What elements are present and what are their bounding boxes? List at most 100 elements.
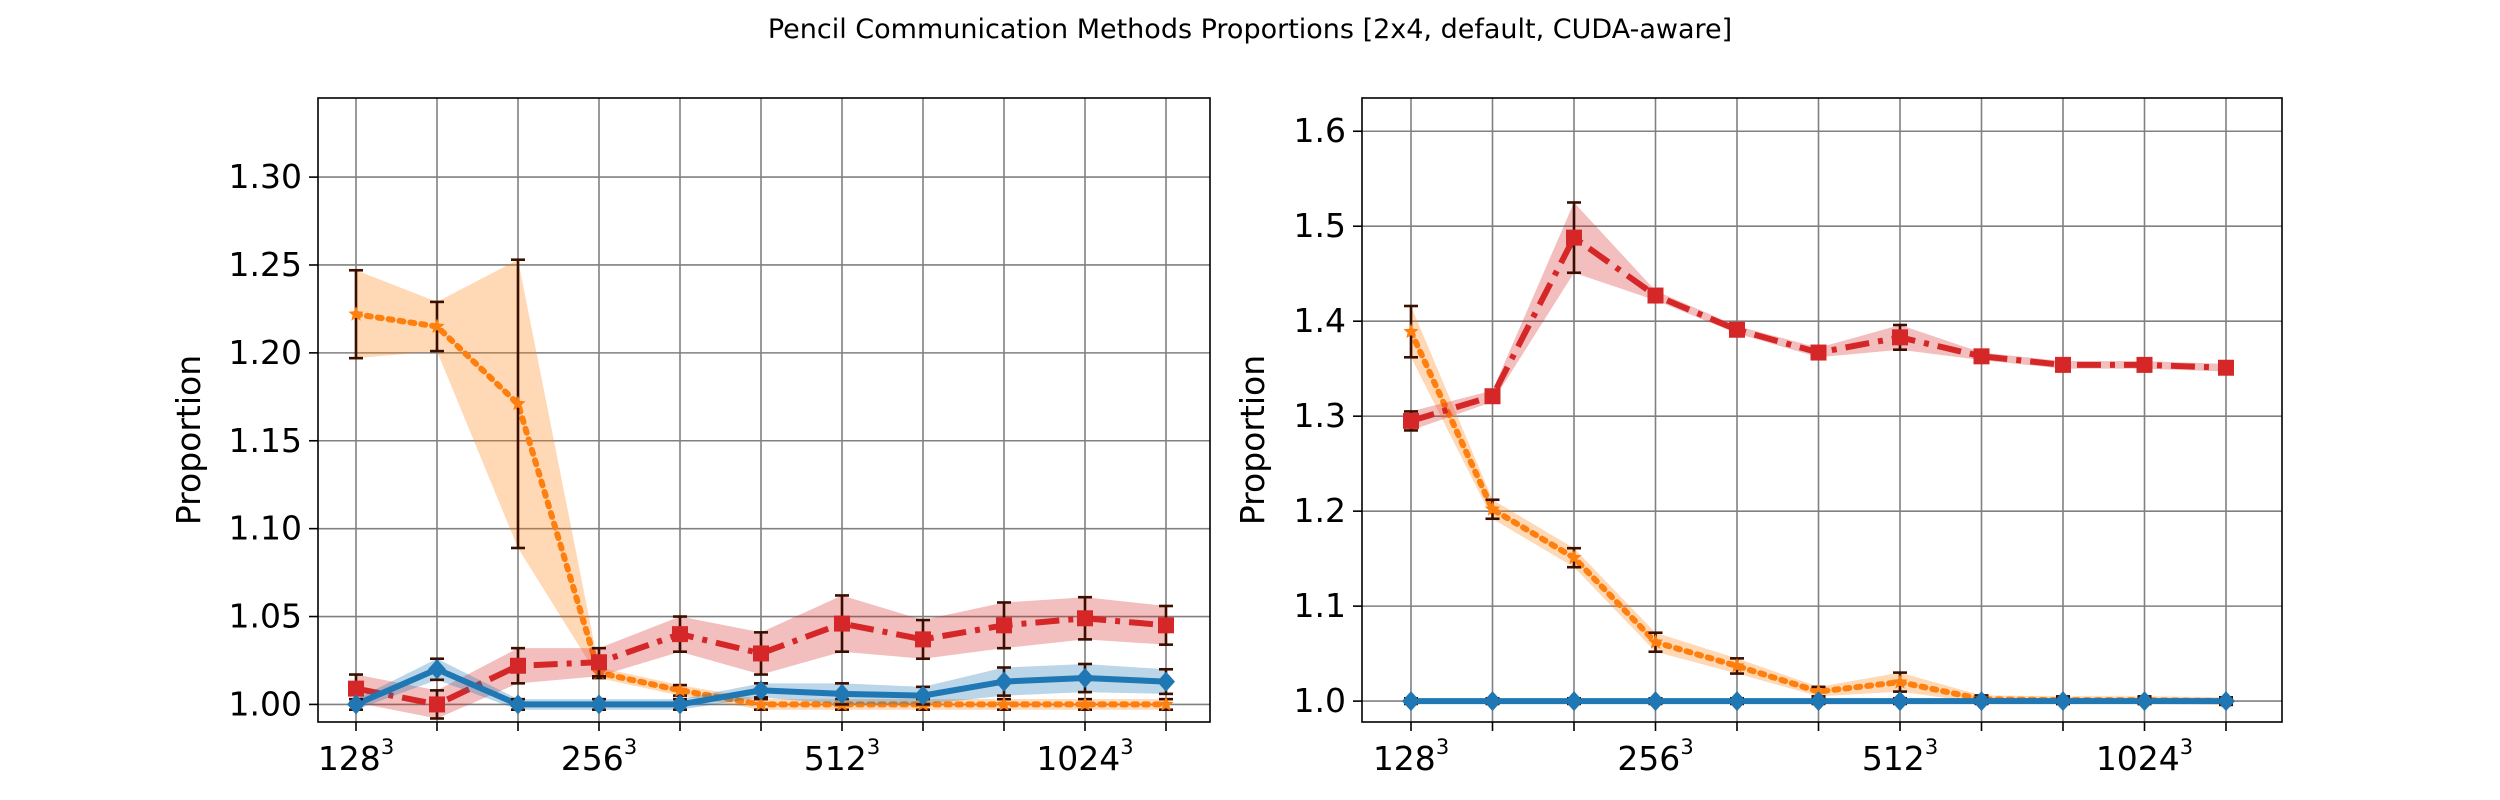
data-point	[671, 694, 689, 715]
x-tick-base: 256	[1617, 739, 1680, 778]
y-tick-label: 1.30	[229, 157, 302, 196]
plot-frame	[317, 97, 1211, 723]
x-tick-exponent: 3	[381, 735, 394, 759]
data-point	[429, 696, 445, 713]
series-blue	[1402, 691, 2235, 712]
data-point	[1402, 691, 1420, 712]
y-tick-label: 1.3	[1294, 396, 1346, 435]
x-tick-label: 1283	[1373, 735, 1449, 778]
data-point	[1077, 696, 1093, 711]
x-tick-base: 512	[1862, 739, 1925, 778]
data-point	[996, 617, 1012, 634]
x-tick-base: 512	[804, 739, 867, 778]
series-red	[1403, 201, 2234, 432]
data-point	[1403, 412, 1419, 429]
y-tick-label: 1.0	[1294, 681, 1346, 720]
plot-frame	[1361, 97, 2283, 723]
data-point	[429, 318, 445, 333]
data-point	[2135, 691, 2154, 712]
data-point	[995, 671, 1013, 692]
data-point	[1158, 617, 1174, 634]
data-point	[2054, 691, 2072, 712]
data-point	[1728, 691, 1746, 712]
x-tick-label: 5123	[1862, 735, 1938, 778]
data-point	[2136, 356, 2153, 373]
x-tick-exponent: 3	[624, 735, 637, 759]
data-point	[348, 680, 364, 697]
data-point	[672, 682, 688, 697]
x-tick-label: 5123	[804, 735, 880, 778]
y-tick-label: 1.25	[229, 245, 302, 284]
data-point	[1810, 683, 1827, 699]
x-tick-label: 2563	[1617, 735, 1693, 778]
y-tick-label: 1.2	[1294, 491, 1346, 530]
data-point	[672, 626, 688, 643]
data-point	[1484, 388, 1501, 405]
x-tick-exponent: 3	[867, 735, 880, 759]
x-tick-base: 1024	[1036, 739, 1120, 778]
data-point	[1483, 691, 1502, 712]
data-point	[428, 659, 446, 680]
data-point	[1891, 691, 1909, 712]
data-point	[1484, 501, 1501, 516]
data-point	[1973, 348, 1990, 365]
data-point	[1892, 674, 1908, 689]
series-red	[348, 594, 1174, 720]
data-point	[510, 395, 526, 411]
x-tick-exponent: 3	[1925, 735, 1938, 759]
data-point	[1157, 671, 1175, 692]
data-point	[509, 694, 527, 715]
y-tick-label: 1.20	[229, 333, 302, 372]
x-tick-exponent: 3	[1120, 735, 1133, 759]
data-point	[915, 631, 931, 648]
confidence-band	[1411, 202, 2226, 431]
x-tick-exponent: 3	[1680, 735, 1693, 759]
data-point	[752, 680, 770, 701]
x-tick-label: 10243	[2096, 735, 2193, 778]
data-point	[1566, 549, 1582, 565]
data-point	[1810, 344, 1827, 361]
data-point	[1566, 229, 1582, 246]
data-point	[1646, 691, 1665, 712]
data-point	[510, 657, 526, 674]
data-point	[1809, 691, 1828, 712]
y-tick-label: 1.5	[1294, 206, 1346, 245]
data-point	[1077, 610, 1093, 627]
confidence-band	[356, 259, 1166, 710]
data-point	[1076, 668, 1094, 689]
data-point	[1565, 691, 1583, 712]
data-point	[1158, 696, 1174, 711]
data-point	[1647, 634, 1664, 649]
x-tick-label: 2563	[561, 735, 637, 778]
y-tick-label: 1.05	[229, 597, 302, 636]
x-tick-exponent: 3	[2180, 735, 2193, 759]
data-point	[1972, 691, 1991, 712]
data-point	[1647, 287, 1664, 304]
y-tick-label: 1.15	[229, 421, 302, 460]
y-tick-label: 1.10	[229, 509, 302, 548]
series-blue	[347, 657, 1175, 715]
data-point	[348, 306, 364, 321]
data-point	[833, 683, 851, 704]
data-point	[2218, 359, 2234, 376]
x-tick-label: 10243	[1036, 735, 1133, 778]
data-point	[753, 645, 769, 662]
plot-area	[318, 98, 1210, 722]
confidence-band	[1411, 306, 2226, 705]
data-point	[1403, 323, 1419, 339]
y-tick-label: 1.00	[229, 684, 302, 723]
series-line	[355, 615, 1167, 708]
data-point	[914, 685, 932, 706]
data-point	[1729, 658, 1745, 673]
data-point	[2217, 691, 2235, 712]
y-tick-label: 1.4	[1294, 301, 1346, 340]
x-tick-exponent: 3	[1436, 735, 1449, 759]
data-point	[591, 654, 607, 671]
y-tick-label: 1.6	[1294, 111, 1346, 150]
x-tick-base: 128	[318, 739, 381, 778]
data-point	[347, 694, 365, 715]
data-point	[1892, 329, 1908, 346]
